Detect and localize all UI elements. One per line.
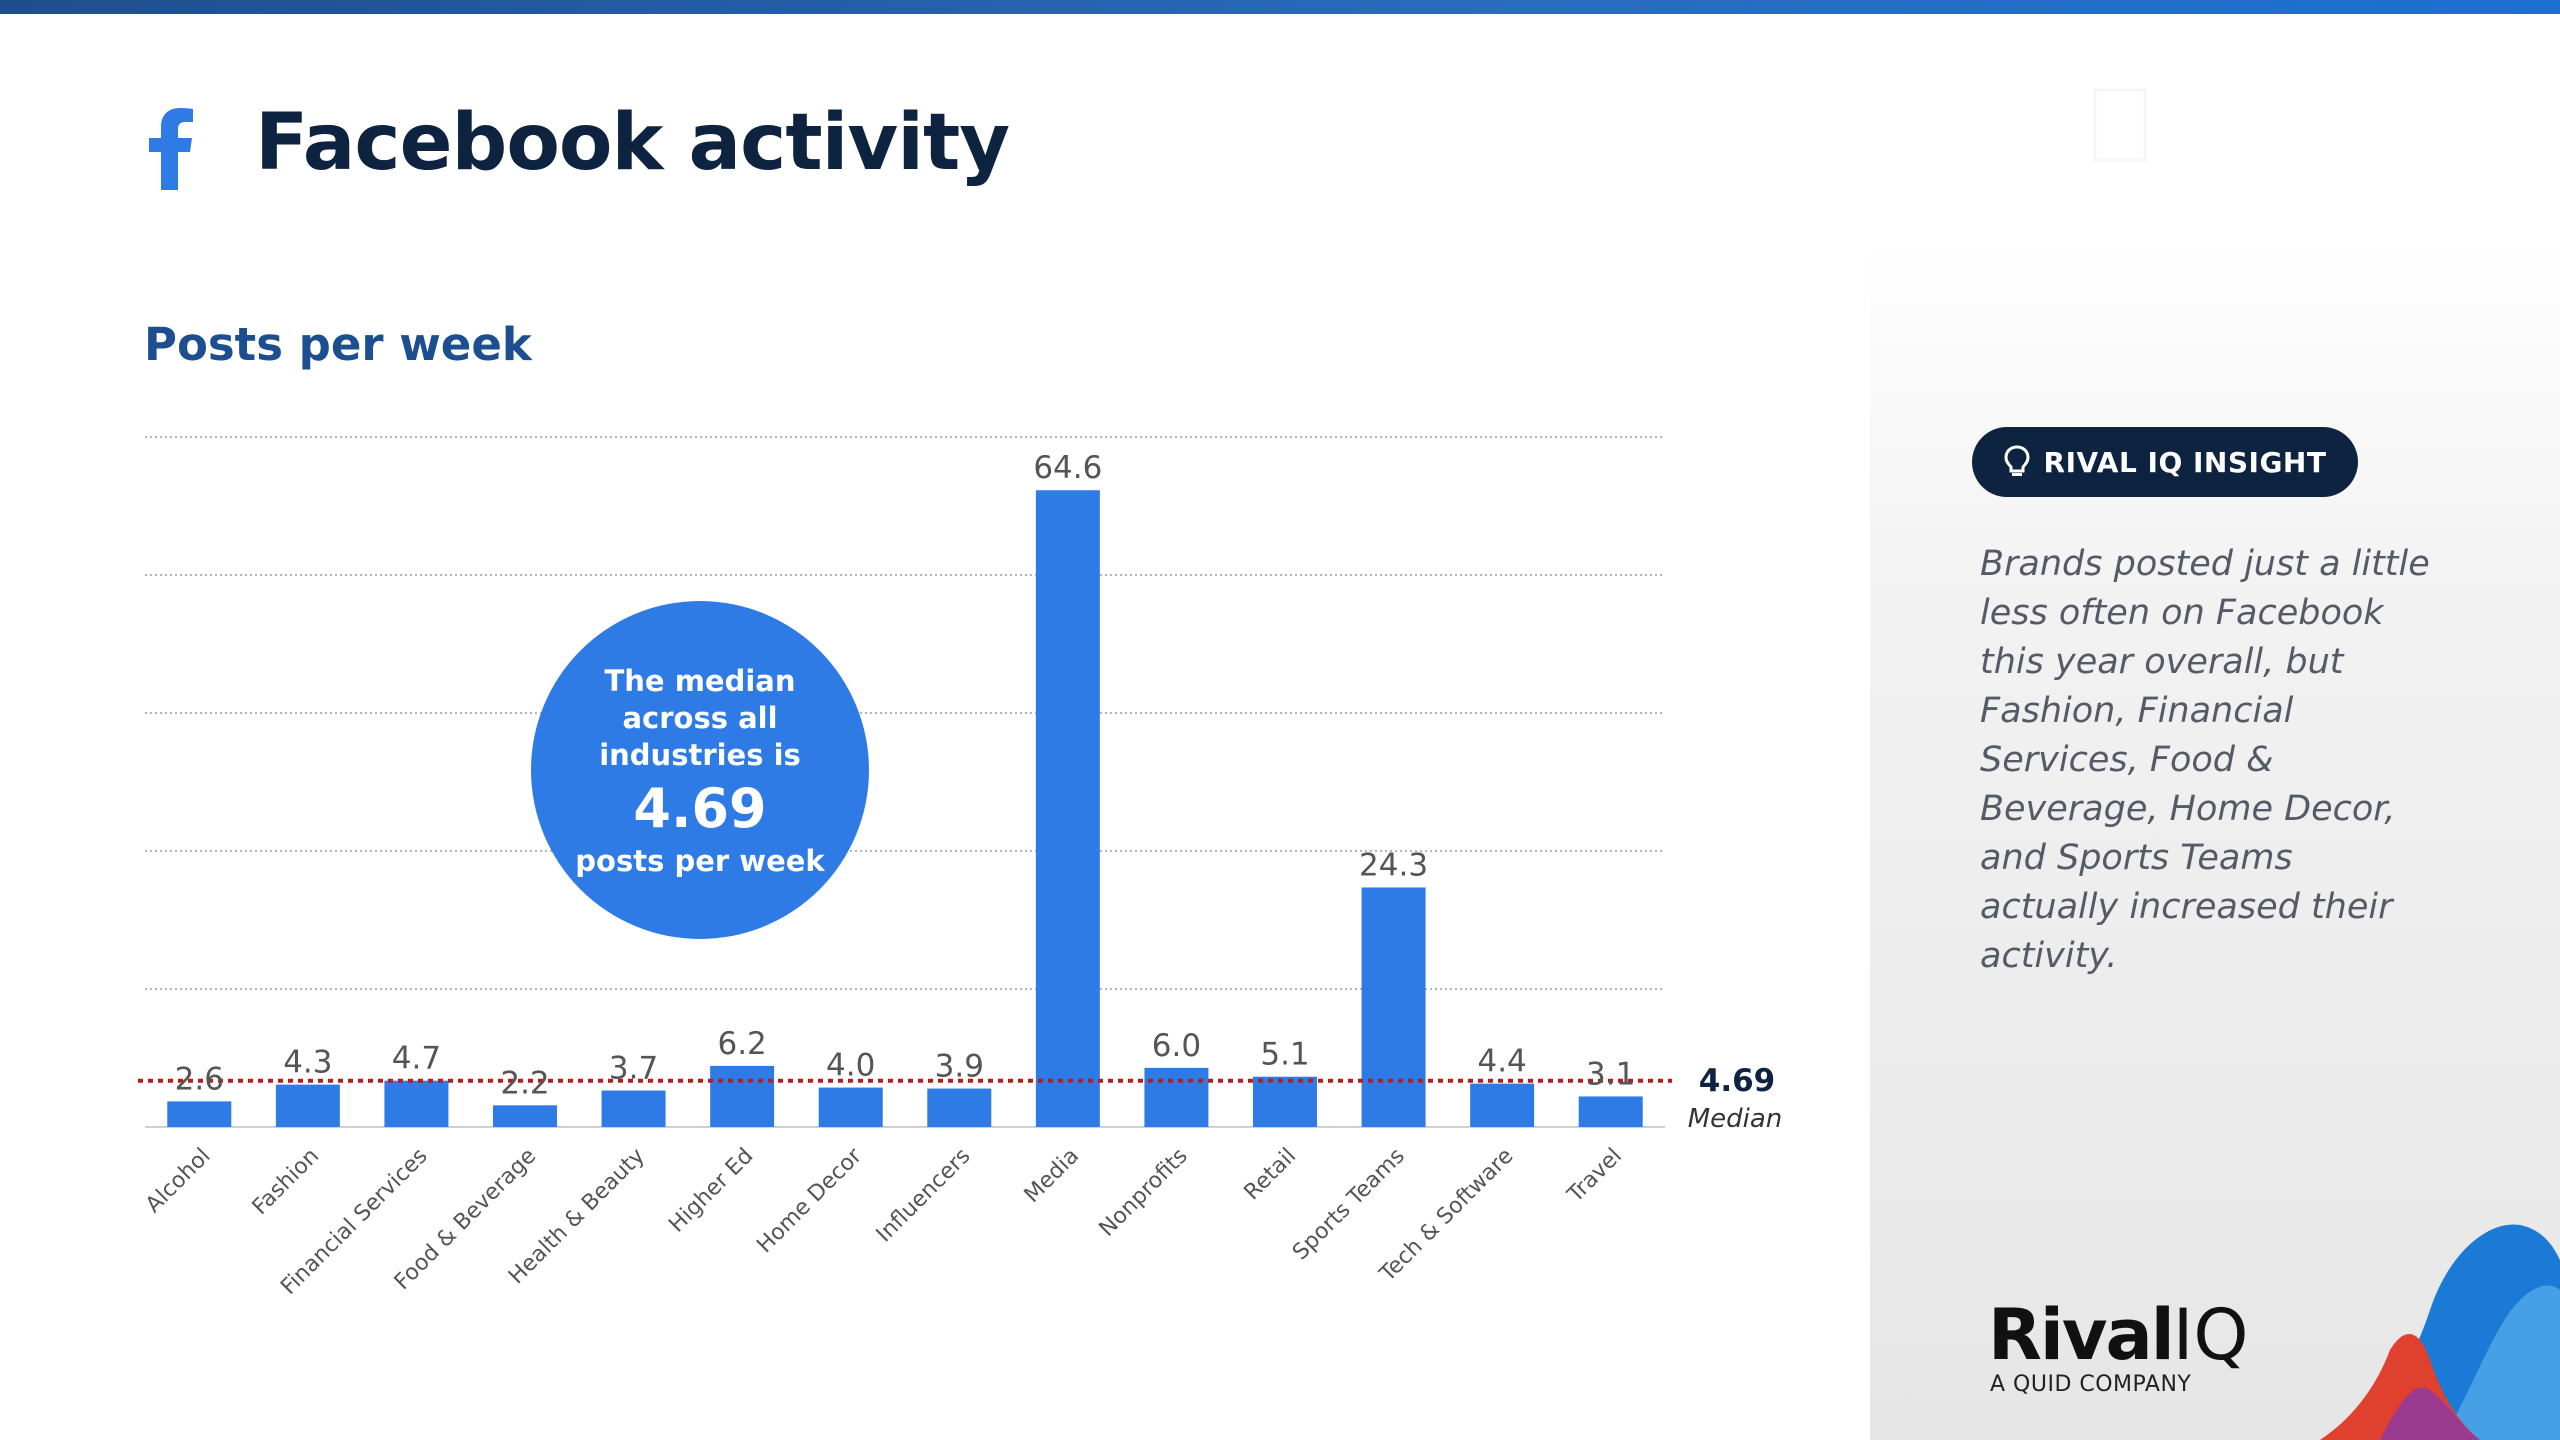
faint-logo-mark bbox=[2093, 88, 2147, 162]
data-label: 3.9 bbox=[935, 1049, 984, 1085]
x-tick-label: Nonprofits bbox=[1095, 1144, 1193, 1242]
bar bbox=[710, 1065, 775, 1127]
insight-badge: RIVAL IQ INSIGHT bbox=[1972, 427, 2358, 497]
rival-iq-logo: RivalIQ bbox=[1988, 1300, 2249, 1370]
facebook-f-icon bbox=[149, 108, 193, 190]
median-callout-intro: The median across all industries is bbox=[599, 663, 801, 772]
bar bbox=[1470, 1083, 1535, 1127]
x-tick-label: Media bbox=[1020, 1144, 1084, 1208]
median-callout-value: 4.69 bbox=[633, 776, 767, 840]
bar bbox=[818, 1087, 883, 1127]
data-label: 4.3 bbox=[283, 1045, 332, 1081]
median-callout-unit: posts per week bbox=[575, 843, 825, 878]
x-tick-label: Travel bbox=[1562, 1144, 1627, 1209]
x-tick-label: Retail bbox=[1240, 1144, 1302, 1206]
x-tick-label: Home Decor bbox=[752, 1143, 867, 1258]
bar bbox=[493, 1105, 557, 1127]
data-label: 2.2 bbox=[500, 1065, 549, 1101]
median-callout: The median across all industries is 4.69… bbox=[531, 601, 869, 939]
bar bbox=[1361, 887, 1426, 1127]
data-label: 24.3 bbox=[1359, 847, 1428, 883]
data-label: 2.6 bbox=[175, 1061, 224, 1097]
bar bbox=[1253, 1076, 1317, 1127]
x-tick-label: Sports Teams bbox=[1288, 1144, 1410, 1266]
data-label: 6.2 bbox=[717, 1026, 766, 1062]
data-label: 3.1 bbox=[1586, 1056, 1635, 1092]
bar bbox=[167, 1101, 232, 1127]
brand-name: Rival bbox=[1988, 1294, 2175, 1376]
x-tick-label: Fashion bbox=[248, 1144, 324, 1220]
data-label: 5.1 bbox=[1260, 1037, 1309, 1073]
x-tick-label: Alcohol bbox=[141, 1144, 215, 1218]
top-accent-bar bbox=[0, 0, 2560, 14]
data-label: 6.0 bbox=[1152, 1028, 1201, 1064]
bar bbox=[927, 1088, 992, 1127]
data-label: 4.7 bbox=[392, 1041, 441, 1077]
bar bbox=[601, 1090, 666, 1127]
brand-wave-graphic bbox=[2320, 1224, 2560, 1440]
x-tick-label: Higher Ed bbox=[664, 1144, 758, 1238]
median-label: Median bbox=[1688, 1104, 1783, 1134]
bar bbox=[275, 1084, 340, 1127]
page-title: Facebook activity bbox=[255, 98, 1010, 188]
chart-title: Posts per week bbox=[144, 318, 532, 371]
data-label: 64.6 bbox=[1033, 450, 1102, 486]
median-value-label: 4.69 bbox=[1699, 1063, 1776, 1099]
lightbulb-icon bbox=[2004, 445, 2030, 476]
data-label: 4.0 bbox=[826, 1048, 875, 1084]
brand-name-suffix: IQ bbox=[2172, 1294, 2249, 1376]
bar bbox=[1144, 1067, 1209, 1127]
data-label: 3.7 bbox=[609, 1051, 658, 1087]
brand-tagline: A QUID COMPANY bbox=[1990, 1372, 2192, 1397]
insight-text: Brands posted just a little less often o… bbox=[1980, 544, 2430, 976]
data-label: 4.4 bbox=[1477, 1044, 1526, 1080]
x-tick-label: Influencers bbox=[872, 1144, 976, 1248]
insight-badge-label: RIVAL IQ INSIGHT bbox=[2043, 445, 2327, 479]
bar bbox=[1035, 490, 1100, 1127]
bar bbox=[1578, 1096, 1643, 1127]
bar bbox=[384, 1080, 449, 1127]
